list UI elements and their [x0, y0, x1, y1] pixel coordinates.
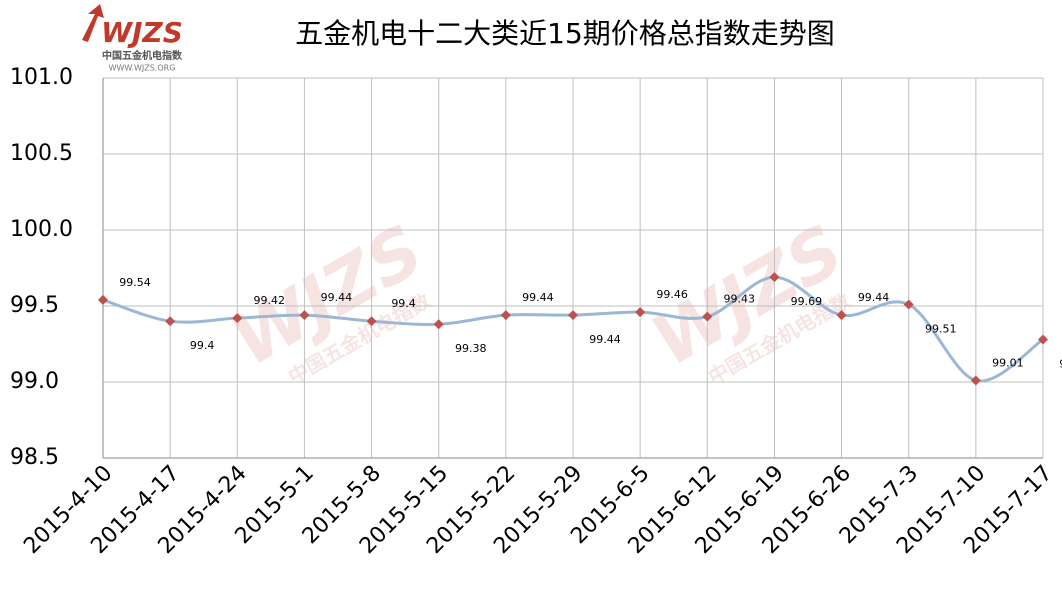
data-label: 99.44 [522, 291, 554, 304]
data-label: 99.69 [791, 295, 823, 308]
data-point [98, 294, 108, 305]
data-label: 99.28 [1059, 357, 1062, 370]
y-tick-label: 98.5 [10, 445, 59, 470]
data-point [970, 375, 981, 386]
data-label: 99.4 [391, 297, 416, 310]
data-point [232, 313, 243, 324]
data-label: 99.44 [321, 291, 353, 304]
y-tick-label: 100.0 [10, 217, 73, 242]
data-point [635, 307, 646, 318]
logo: WJZS 中国五金机电指数 WWW.WJZS.ORG [82, 4, 183, 73]
data-label: 99.51 [925, 322, 957, 335]
logo-arrow [82, 4, 104, 42]
data-label: 99.4 [190, 339, 215, 352]
data-point [299, 310, 310, 321]
data-point [568, 310, 578, 321]
logo-name: 中国五金机电指数 [102, 49, 183, 62]
data-point [433, 319, 444, 330]
series-line [102, 275, 1044, 383]
data-label: 99.46 [656, 288, 688, 301]
chart-title: 五金机电十二大类近15期价格总指数走势图 [295, 17, 835, 50]
data-label: 99.38 [455, 342, 487, 355]
logo-mark: WJZS [101, 16, 183, 49]
data-point [500, 310, 511, 321]
y-tick-label: 99.0 [10, 369, 59, 394]
data-label: 99.01 [992, 356, 1024, 369]
data-point [836, 310, 847, 321]
data-label: 99.44 [858, 291, 890, 304]
y-tick-label: 101.0 [10, 65, 73, 90]
data-point [165, 316, 176, 327]
data-point [366, 316, 377, 327]
data-point [903, 299, 914, 310]
y-tick-label: 100.5 [10, 141, 73, 166]
data-point [769, 272, 780, 283]
data-point [702, 311, 713, 322]
data-label: 99.54 [119, 276, 151, 289]
logo-site: WWW.WJZS.ORG [109, 64, 176, 73]
y-tick-label: 99.5 [10, 293, 59, 318]
data-label: 99.44 [589, 333, 621, 346]
data-point [1038, 334, 1048, 345]
data-label: 99.43 [724, 293, 756, 306]
data-label: 99.42 [254, 294, 286, 307]
